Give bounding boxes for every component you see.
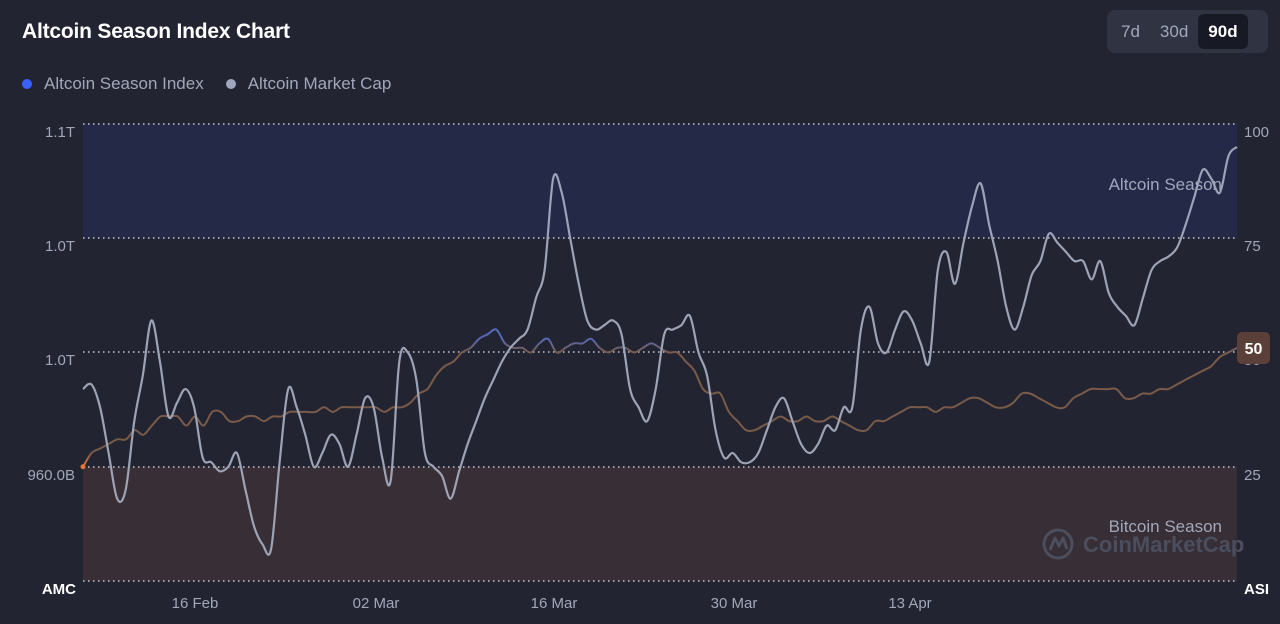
chart-legend: Altcoin Season Index Altcoin Market Cap	[22, 74, 413, 94]
series-layer	[80, 146, 1238, 556]
right-axis-name: ASI	[1244, 581, 1269, 598]
watermark-text: CoinMarketCap	[1083, 532, 1244, 557]
left-tick-label: 1.1T	[45, 124, 75, 141]
legend-item-altcoin-market-cap[interactable]: Altcoin Market Cap	[225, 74, 392, 94]
left-tick-label: 960.0B	[27, 467, 75, 484]
left-axis-name: AMC	[42, 581, 76, 598]
left-tick-label: 1.0T	[45, 352, 75, 369]
index-start-point	[80, 464, 86, 470]
x-tick-label: 16 Mar	[531, 595, 578, 612]
tab-30d[interactable]: 30d	[1159, 22, 1189, 41]
right-tick-label: 25	[1244, 467, 1261, 484]
time-range-tabs: 7d 30d 90d	[1107, 10, 1268, 53]
coinmarketcap-watermark: CoinMarketCap	[1042, 528, 1244, 560]
bitcoin-season-zone	[83, 467, 1237, 581]
right-tick-label: 75	[1244, 238, 1261, 255]
current-value-text: 50	[1245, 341, 1263, 358]
left-tick-label: 1.0T	[45, 238, 75, 255]
current-value-badge-bg	[1237, 332, 1270, 364]
legend-label: Altcoin Market Cap	[247, 74, 392, 93]
legend-label: Altcoin Season Index	[44, 74, 204, 93]
legend-item-altcoin-season-index[interactable]: Altcoin Season Index	[22, 74, 204, 94]
tab-7d[interactable]: 7d	[1121, 22, 1140, 41]
x-tick-label: 13 Apr	[888, 595, 931, 612]
altcoin-season-zone	[83, 124, 1237, 238]
altcoin-season-label: Altcoin Season	[1109, 175, 1222, 194]
page-title: Altcoin Season Index Chart	[22, 20, 290, 43]
x-tick-label: 02 Mar	[353, 595, 400, 612]
tab-90d[interactable]: 90d	[1198, 14, 1248, 49]
bitcoin-season-label: Bitcoin Season	[1109, 517, 1222, 536]
legend-dot-grey	[225, 79, 236, 89]
altcoin-season-index-line	[82, 328, 1238, 468]
altcoin-market-cap-line	[82, 146, 1238, 556]
right-tick-label: 100	[1244, 124, 1269, 141]
x-tick-label: 30 Mar	[711, 595, 758, 612]
coinmarketcap-logo-mark	[1048, 536, 1069, 551]
x-tick-label: 16 Feb	[172, 595, 219, 612]
coinmarketcap-logo-icon	[1042, 528, 1074, 560]
current-value-badge: 50	[1237, 332, 1270, 364]
legend-dot-blue	[22, 79, 32, 89]
